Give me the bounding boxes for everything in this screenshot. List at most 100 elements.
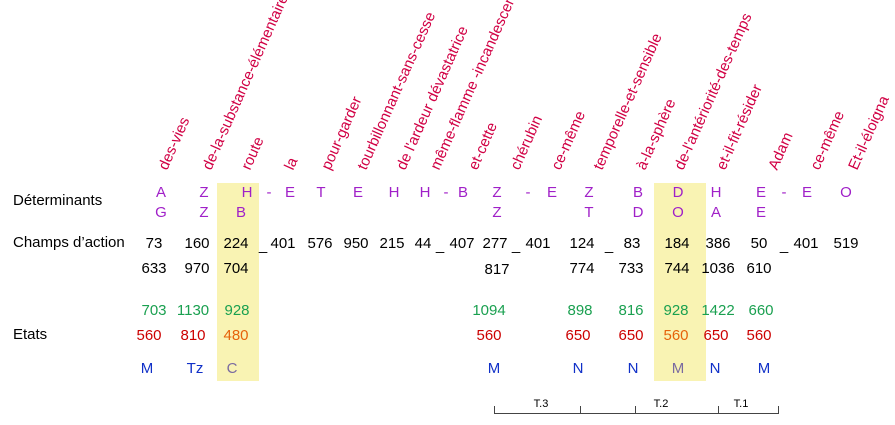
determinant: H <box>241 184 253 201</box>
word: des-vies <box>155 114 194 173</box>
etat-value: 650 <box>618 327 644 344</box>
etat-value: 560 <box>746 327 772 344</box>
word: de-l'antériorité-des-temps <box>671 10 756 173</box>
champ-value: 124 <box>569 235 595 252</box>
determinant: Z <box>584 184 594 201</box>
champ-value: 744 <box>664 260 690 277</box>
determinant: G <box>155 204 167 221</box>
determinant: Z <box>199 204 209 221</box>
word: et-cette <box>465 119 501 173</box>
champ-value: _ <box>435 237 445 254</box>
etat-letter: N <box>572 360 584 377</box>
word: Adam <box>765 129 797 173</box>
determinant: E <box>284 184 296 201</box>
champ-value: 50 <box>750 235 768 252</box>
etat-value: 1130 <box>176 302 210 319</box>
etat-value: 928 <box>224 302 250 319</box>
champ-value: 950 <box>343 235 369 252</box>
determinant: O <box>840 184 852 201</box>
word: chérubin <box>507 113 547 173</box>
determinant: Z <box>199 184 209 201</box>
etat-value: 650 <box>703 327 729 344</box>
determinant: E <box>755 204 767 221</box>
etat-value: 560 <box>663 327 689 344</box>
determinant: E <box>755 184 767 201</box>
bracket-tick <box>580 406 581 414</box>
champ-value: 407 <box>449 235 475 252</box>
etat-letter: Tz <box>186 360 204 377</box>
etat-letter: C <box>226 360 238 377</box>
champ-value: 184 <box>664 235 690 252</box>
row-label-etats: Etats <box>13 326 48 343</box>
champ-value: _ <box>258 237 268 254</box>
etat-value: 650 <box>565 327 591 344</box>
champ-value: 774 <box>569 260 595 277</box>
etat-value: 1422 <box>701 302 735 319</box>
word: ce-même <box>807 108 849 173</box>
bracket-label-t3: T.3 <box>533 398 549 410</box>
etat-value: 480 <box>223 327 249 344</box>
etat-value: 898 <box>567 302 593 319</box>
etat-value: 816 <box>618 302 644 319</box>
champ-value: 633 <box>141 260 167 277</box>
champ-value: 224 <box>223 235 249 252</box>
determinant: B <box>457 184 469 201</box>
champ-value: 215 <box>379 235 405 252</box>
bracket-label-t1: T.1 <box>733 398 749 410</box>
determinant: T <box>316 184 326 201</box>
etat-letter: N <box>709 360 721 377</box>
determinant: A <box>710 204 722 221</box>
champ-value: 73 <box>145 235 163 252</box>
champ-value: 733 <box>618 260 644 277</box>
word: route <box>238 134 268 173</box>
determinant: - <box>781 184 787 201</box>
row-label-determinants: Déterminants <box>13 192 103 209</box>
champ-value: _ <box>779 237 789 254</box>
determinant: Z <box>492 184 502 201</box>
determinant: A <box>155 184 167 201</box>
determinant: O <box>672 204 684 221</box>
word: Et-il-éloigna <box>845 93 893 173</box>
etat-letter: M <box>487 360 501 377</box>
champ-value: 386 <box>705 235 731 252</box>
champ-value: _ <box>604 237 614 254</box>
etat-letter: M <box>757 360 771 377</box>
champ-value: 44 <box>414 235 432 252</box>
determinant: B <box>235 204 247 221</box>
champ-value: 519 <box>833 235 859 252</box>
champ-value: 1036 <box>701 260 735 277</box>
champ-value: 277 <box>482 235 508 252</box>
etat-value: 560 <box>476 327 502 344</box>
word: la <box>281 154 302 173</box>
bracket-tick <box>718 406 719 414</box>
champ-value: 401 <box>525 235 551 252</box>
word: et-il-fit-résider <box>713 81 766 173</box>
determinant: E <box>546 184 558 201</box>
etat-letter: M <box>671 360 685 377</box>
bracket-line <box>494 413 779 414</box>
champ-value: 970 <box>184 260 210 277</box>
champ-value: 610 <box>746 260 772 277</box>
determinant: T <box>584 204 594 221</box>
etat-value: 1094 <box>472 302 506 319</box>
etat-value: 810 <box>180 327 206 344</box>
word: ce-même <box>548 108 590 173</box>
etat-value: 560 <box>136 327 162 344</box>
bracket-tick <box>778 406 779 414</box>
etat-letter: N <box>627 360 639 377</box>
champ-value: 83 <box>623 235 641 252</box>
determinant: B <box>632 184 644 201</box>
champ-value: 817 <box>484 261 510 278</box>
row-label-champs: Champs d’action <box>13 234 125 251</box>
etat-value: 928 <box>663 302 689 319</box>
champ-value: 401 <box>270 235 296 252</box>
etat-value: 703 <box>141 302 167 319</box>
etat-value: 660 <box>748 302 774 319</box>
highlight-column-anteriorite <box>654 183 706 381</box>
champ-value: 401 <box>793 235 819 252</box>
determinant: E <box>352 184 364 201</box>
highlight-column-route <box>217 183 259 381</box>
bracket-tick <box>494 406 495 414</box>
champ-value: 576 <box>307 235 333 252</box>
determinant: - <box>443 184 449 201</box>
